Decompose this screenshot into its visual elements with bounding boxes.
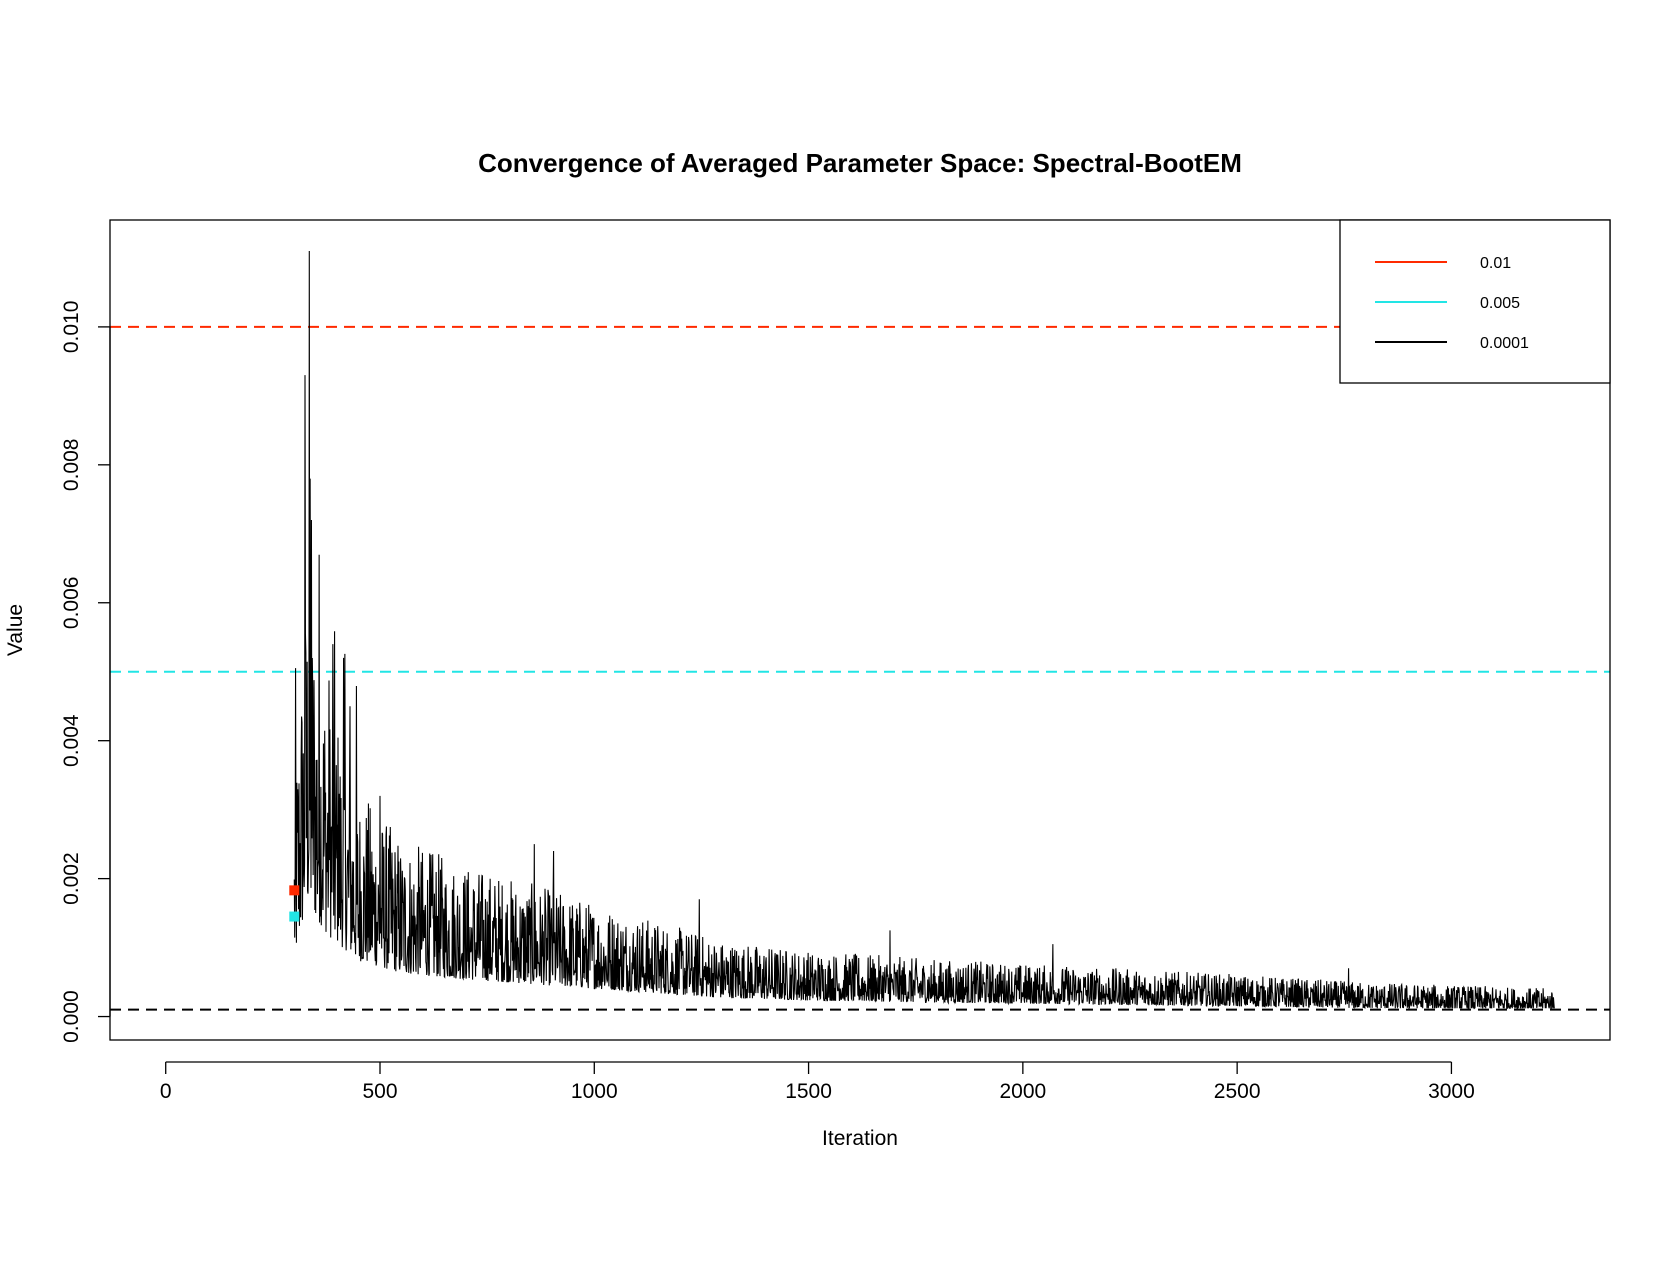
legend-label: 0.01 bbox=[1480, 255, 1511, 272]
legend: 0.01 0.005 0.0001 bbox=[1339, 219, 1611, 384]
marker-1 bbox=[289, 911, 300, 922]
x-tick-label: 1000 bbox=[571, 1080, 618, 1103]
y-axis-label: Value bbox=[4, 604, 27, 656]
y-tick-label: 0.000 bbox=[60, 990, 83, 1043]
series-line-0 bbox=[293, 251, 1555, 1010]
x-tick-label: 2500 bbox=[1214, 1080, 1261, 1103]
y-tick-label: 0.006 bbox=[60, 577, 83, 630]
x-axis: 0 500 1000 1500 2000 2500 3000 bbox=[160, 1061, 1475, 1103]
x-tick-label: 1500 bbox=[785, 1080, 832, 1103]
y-tick-label: 0.010 bbox=[60, 301, 83, 354]
x-axis-label: Iteration bbox=[822, 1127, 898, 1150]
x-tick-label: 3000 bbox=[1428, 1080, 1475, 1103]
chart-title: Convergence of Averaged Parameter Space:… bbox=[478, 148, 1242, 178]
x-tick-label: 2000 bbox=[999, 1080, 1046, 1103]
y-tick-label: 0.004 bbox=[60, 714, 83, 767]
y-tick-label: 0.008 bbox=[60, 439, 83, 492]
marker-0 bbox=[289, 885, 300, 896]
x-tick-label: 0 bbox=[160, 1080, 172, 1103]
y-tick-label: 0.002 bbox=[60, 852, 83, 905]
legend-label: 0.0001 bbox=[1480, 335, 1529, 352]
legend-label: 0.005 bbox=[1480, 295, 1520, 312]
y-axis: 0.000 0.002 0.004 0.006 0.008 0.010 bbox=[60, 301, 111, 1043]
x-tick-label: 500 bbox=[362, 1080, 397, 1103]
